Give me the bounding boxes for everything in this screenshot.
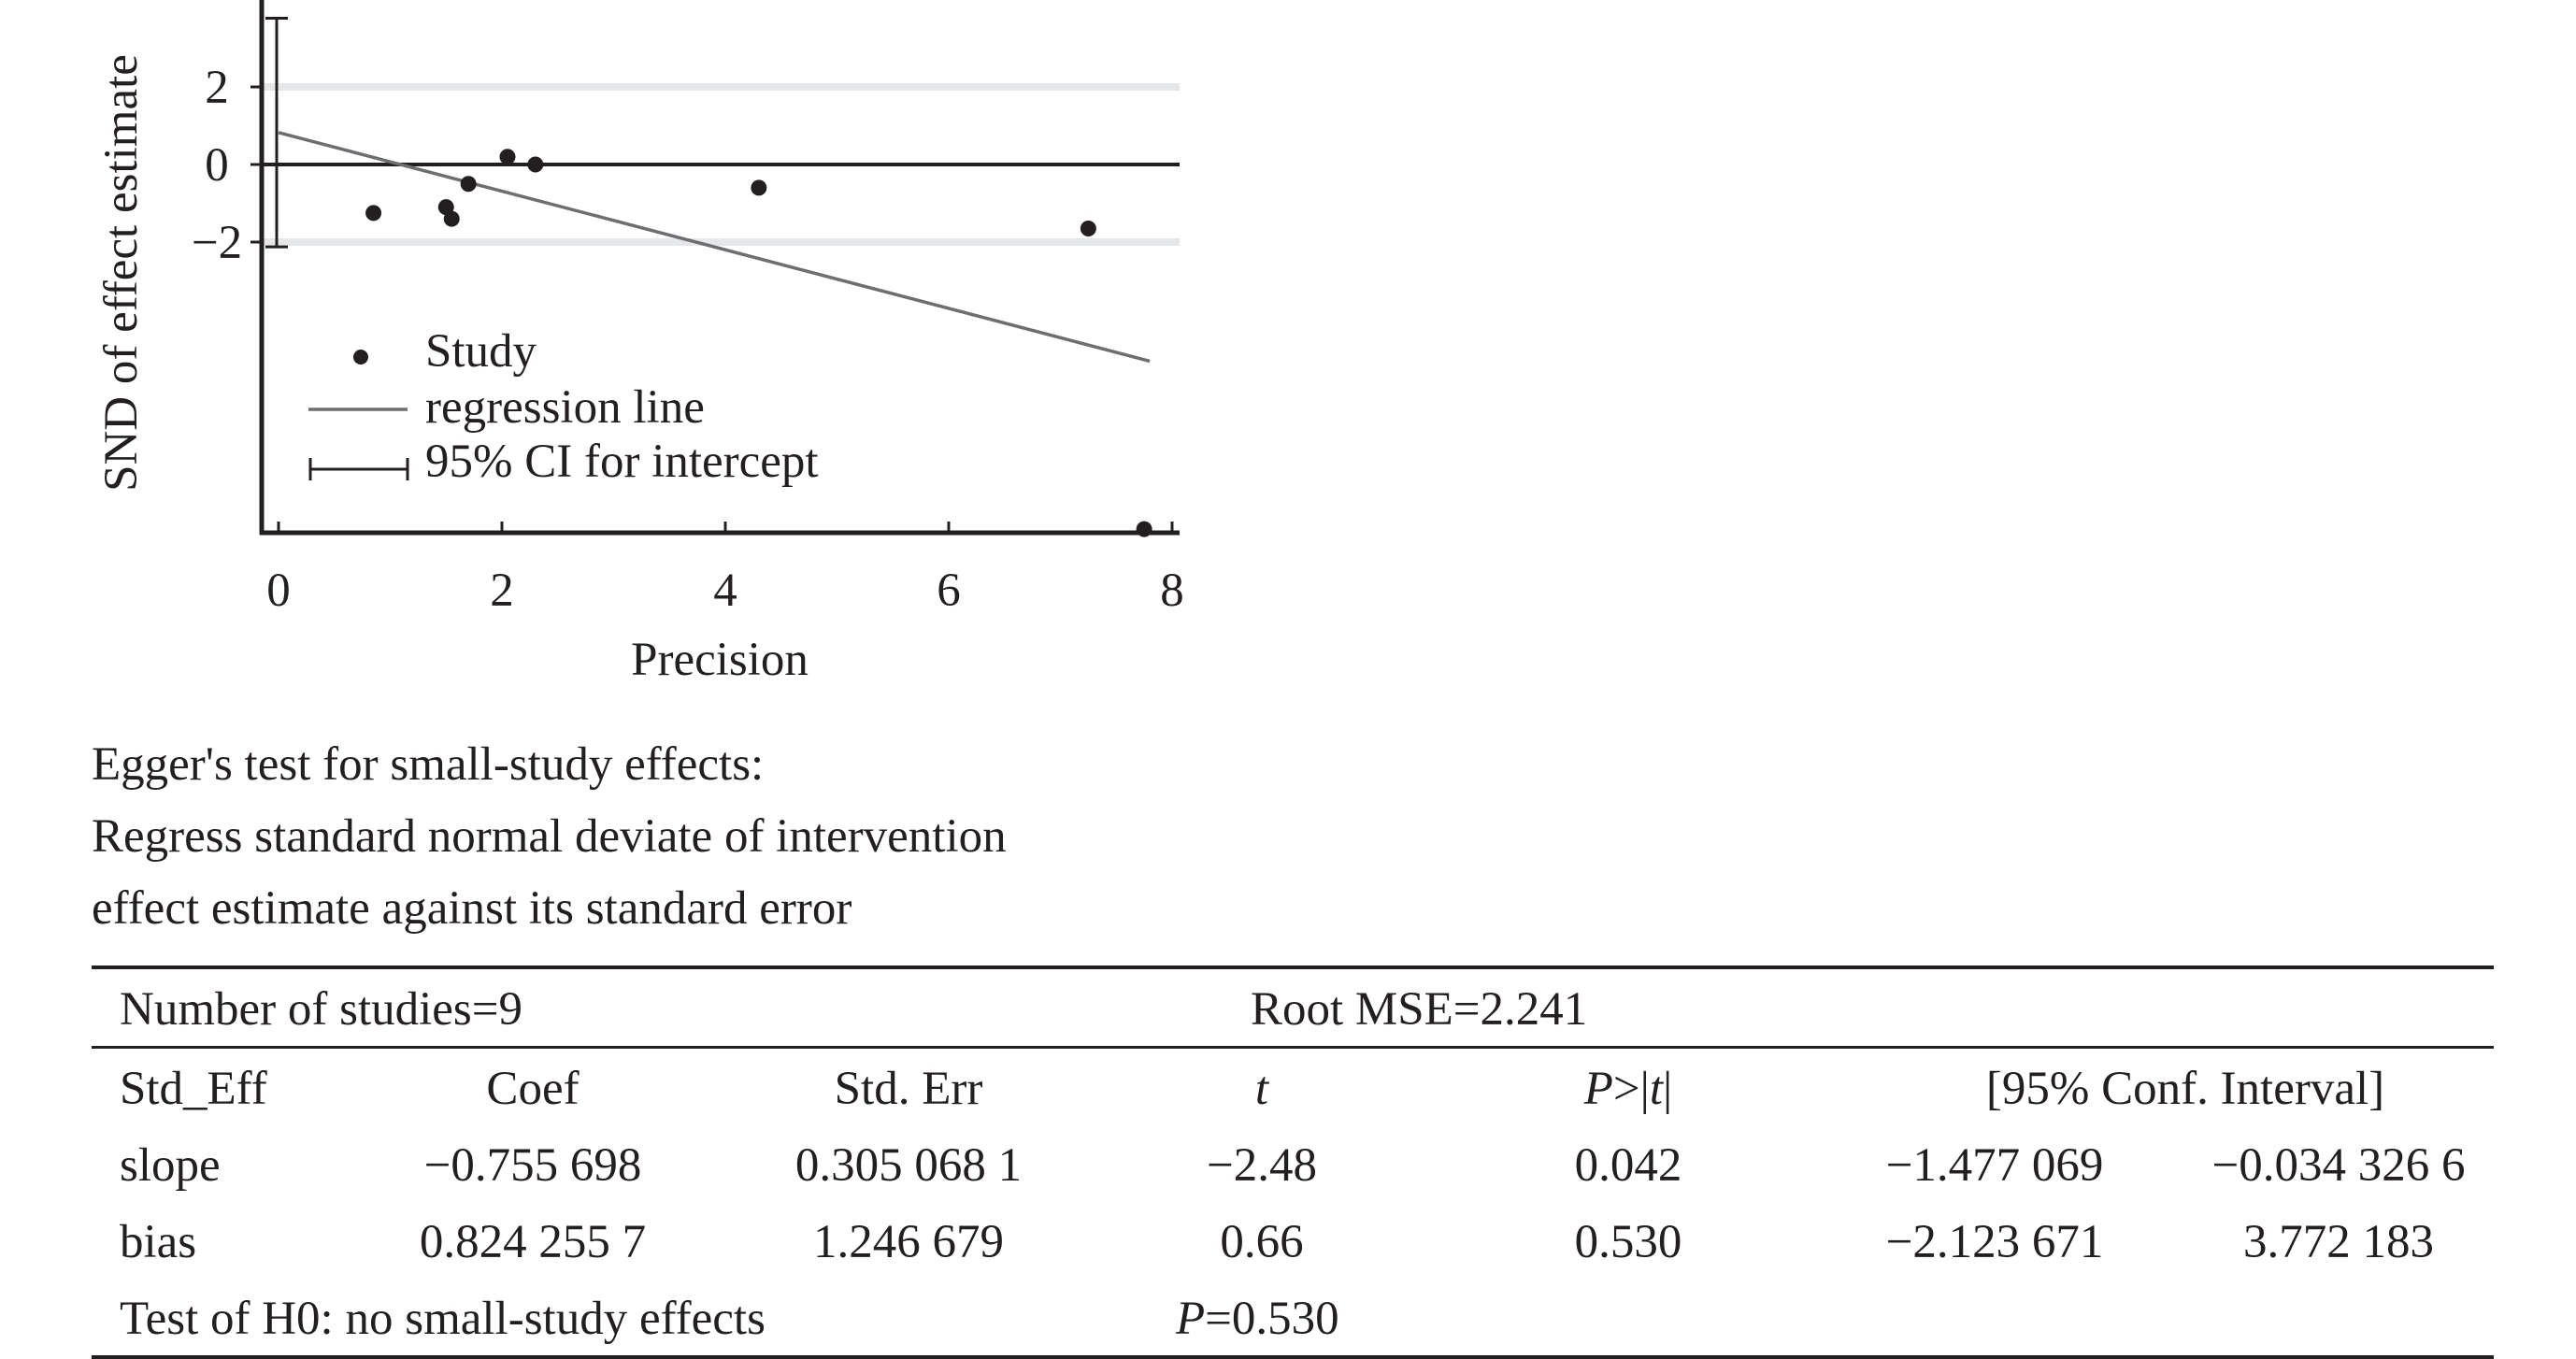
x-tick-label: 2: [490, 565, 514, 617]
data-point: [751, 179, 767, 196]
grid-lines: [262, 83, 1180, 246]
egger-caption: Egger's test for small-study effects: Re…: [92, 729, 1007, 945]
caption-line-2: Regress standard normal deviate of inter…: [92, 810, 1007, 863]
legend-study-label: Study: [425, 325, 537, 378]
summary-row: Number of studies=9 Root MSE=2.241: [92, 969, 2494, 1049]
row-t: 0.66: [1220, 1216, 1304, 1268]
x-axis-label: Precision: [631, 634, 809, 686]
x-ticks: 0 2 4 6 8: [266, 522, 1184, 617]
root-mse: Root MSE=2.241: [1251, 983, 1588, 1036]
header-p-t: t: [1649, 1063, 1664, 1115]
egger-plot: 2 0 −2 0 2 4 6 8 Study regression line 95% CI …: [95, 0, 1184, 686]
y-tick-label: 2: [205, 62, 229, 114]
legend-regression-label: regression line: [425, 381, 705, 434]
test-p-symbol: P: [1176, 1293, 1206, 1345]
y-axis: 2 0 −2: [192, 0, 265, 535]
y-tick-label: −2: [192, 217, 242, 269]
header-coef: Coef: [486, 1063, 580, 1115]
row-p: 0.530: [1574, 1216, 1682, 1268]
y-ticks: 2 0 −2: [192, 62, 262, 269]
row-ci-high: −0.034 326 6: [2211, 1139, 2466, 1192]
x-tick-label: 0: [266, 565, 291, 617]
data-point: [527, 156, 544, 173]
header-p-symbol: P: [1583, 1063, 1613, 1115]
legend-ci-label: 95% CI for intercept: [425, 436, 819, 488]
row-std-err: 1.246 679: [813, 1216, 1004, 1268]
header-p-bar: |: [1663, 1063, 1673, 1115]
row-ci-low: −2.123 671: [1885, 1216, 2104, 1268]
caption-line-1: Egger's test for small-study effects:: [92, 738, 765, 791]
data-point: [1080, 220, 1096, 236]
legend: Study regression line 95% CI for interce…: [308, 325, 819, 488]
test-row: Test of H0: no small-study effects P=0.5…: [92, 1279, 2494, 1355]
x-tick-label: 4: [713, 565, 737, 617]
row-ci-high: 3.772 183: [2243, 1216, 2434, 1268]
regression-line: [278, 131, 1151, 364]
header-t: t: [1254, 1063, 1269, 1115]
data-point: [460, 176, 477, 193]
table-row: slope −0.755 698 0.305 068 1 −2.48 0.042…: [92, 1125, 2494, 1202]
row-label: bias: [120, 1216, 197, 1268]
data-point: [499, 149, 516, 165]
test-p-number: =0.530: [1205, 1293, 1339, 1345]
y-axis-label: SND of effect estimate: [95, 54, 148, 492]
x-axis: 0 2 4 6 8: [260, 522, 1184, 617]
data-point: [443, 210, 460, 227]
row-ci-low: −1.477 069: [1885, 1139, 2104, 1192]
y-tick-label: 0: [205, 139, 229, 192]
row-p: 0.042: [1574, 1139, 1682, 1192]
row-std-err: 0.305 068 1: [794, 1139, 1023, 1192]
test-label: Test of H0: no small-study effects: [120, 1293, 766, 1345]
header-std-eff: Std_Eff: [120, 1063, 267, 1115]
x-tick-label: 6: [937, 565, 961, 617]
data-point: [1136, 521, 1152, 537]
header-row: Std_Eff Coef Std. Err t P>|t| [95% Conf.…: [92, 1049, 2494, 1125]
ci-intercept-bar: [265, 16, 288, 249]
header-p-gt: >|: [1612, 1063, 1650, 1115]
header-conf-interval: [95% Conf. Interval]: [1985, 1063, 2385, 1115]
egger-stats-table: Number of studies=9 Root MSE=2.241 Std_E…: [92, 966, 2494, 1359]
legend-study-marker: [353, 350, 368, 365]
n-studies: Number of studies=9: [120, 983, 523, 1036]
header-p: P>|t|: [1584, 1062, 1673, 1116]
row-t: −2.48: [1206, 1139, 1318, 1192]
legend-ci-swatch: [308, 458, 409, 480]
row-coef: −0.755 698: [423, 1139, 642, 1192]
row-label: slope: [120, 1139, 221, 1192]
header-std-err: Std. Err: [834, 1063, 983, 1115]
table-row: bias 0.824 255 7 1.246 679 0.66 0.530 −2…: [92, 1202, 2494, 1279]
row-coef: 0.824 255 7: [419, 1216, 647, 1268]
x-tick-label: 8: [1160, 565, 1184, 617]
data-points: [365, 149, 1152, 537]
test-p-value: P=0.530: [1176, 1292, 1339, 1346]
caption-line-3: effect estimate against its standard err…: [92, 882, 852, 935]
data-point: [365, 205, 382, 222]
